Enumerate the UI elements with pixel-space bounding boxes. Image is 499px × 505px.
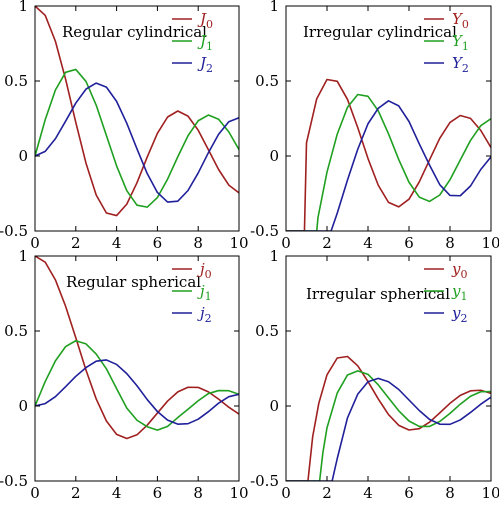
x-tick-label: 0 — [281, 234, 291, 252]
plot-frame — [34, 5, 240, 232]
plot-frame — [285, 255, 492, 482]
plot-frame — [34, 255, 240, 482]
y-tick-label: 1 — [269, 247, 279, 265]
x-tick-label: 10 — [229, 484, 248, 500]
legend-label-j2: j2 — [197, 304, 212, 325]
y-tick-label: 0 — [18, 397, 28, 415]
panel-title: Irregular spherical — [306, 285, 450, 303]
series-line-J2 — [35, 82, 239, 203]
series-line-j1 — [35, 339, 239, 431]
x-tick-label: 6 — [153, 484, 163, 500]
x-tick-label: 6 — [153, 234, 163, 252]
x-tick-label: 6 — [404, 484, 414, 500]
x-tick-label: 4 — [363, 234, 373, 252]
x-tick-label: 2 — [322, 234, 332, 252]
y-tick-label: 0.5 — [255, 72, 279, 90]
panel-title: Regular spherical — [66, 273, 201, 291]
y-tick-label: 1 — [269, 0, 279, 15]
series-line-J0 — [35, 6, 239, 217]
series-line-y0 — [286, 355, 491, 481]
legend-label-Y1: Y1 — [452, 32, 469, 53]
series-line-J1 — [35, 68, 239, 208]
legend-label-J2: J2 — [197, 54, 213, 75]
x-tick-label: 10 — [229, 234, 248, 252]
series-line-j2 — [35, 359, 239, 425]
series-line-Y0 — [286, 78, 491, 231]
y-tick-label: 1 — [18, 247, 28, 265]
legend-label-y0: y0 — [451, 260, 467, 281]
y-tick-label: -0.5 — [0, 472, 28, 490]
series-line-j0 — [35, 256, 239, 440]
y-tick-label: -0.5 — [250, 222, 279, 240]
x-tick-label: 0 — [281, 484, 291, 500]
legend-label-J0: J0 — [197, 10, 213, 31]
x-tick-label: 4 — [363, 484, 373, 500]
y-tick-label: 0.5 — [255, 322, 279, 340]
panel-title: Irregular cylindrical — [303, 23, 457, 41]
x-tick-label: 2 — [322, 484, 332, 500]
y-tick-label: 1 — [18, 0, 28, 15]
x-tick-label: 10 — [481, 234, 499, 252]
series-line-Y2 — [286, 100, 491, 231]
x-tick-label: 8 — [445, 484, 455, 500]
x-tick-label: 0 — [30, 484, 40, 500]
x-tick-label: 0 — [30, 234, 40, 252]
series-line-Y1 — [286, 93, 491, 231]
x-tick-label: 8 — [445, 234, 455, 252]
x-tick-label: 8 — [193, 234, 203, 252]
legend-label-J1: J1 — [197, 32, 213, 53]
y-tick-label: 0 — [269, 147, 279, 165]
y-tick-label: -0.5 — [0, 222, 28, 240]
x-tick-label: 8 — [193, 484, 203, 500]
legend-label-Y2: Y2 — [452, 54, 469, 75]
x-tick-label: 2 — [71, 484, 81, 500]
x-tick-label: 4 — [112, 234, 122, 252]
x-tick-label: 4 — [112, 484, 122, 500]
legend-label-j0: j0 — [197, 260, 212, 281]
x-tick-label: 2 — [71, 234, 81, 252]
y-tick-label: -0.5 — [250, 472, 279, 490]
plot-frame — [285, 5, 492, 232]
y-tick-label: 0 — [269, 397, 279, 415]
series-line-y1 — [286, 370, 491, 481]
legend-label-y2: y2 — [451, 304, 467, 325]
x-tick-label: 6 — [404, 234, 414, 252]
y-tick-label: 0.5 — [4, 72, 28, 90]
legend-label-Y0: Y0 — [452, 10, 469, 31]
y-tick-label: 0.5 — [4, 322, 28, 340]
legend-label-y1: y1 — [451, 282, 467, 303]
panel-title: Regular cylindrical — [62, 23, 207, 41]
x-tick-label: 10 — [481, 484, 499, 500]
y-tick-label: 0 — [18, 147, 28, 165]
series-line-y2 — [286, 377, 491, 481]
legend-label-j1: j1 — [197, 282, 212, 303]
